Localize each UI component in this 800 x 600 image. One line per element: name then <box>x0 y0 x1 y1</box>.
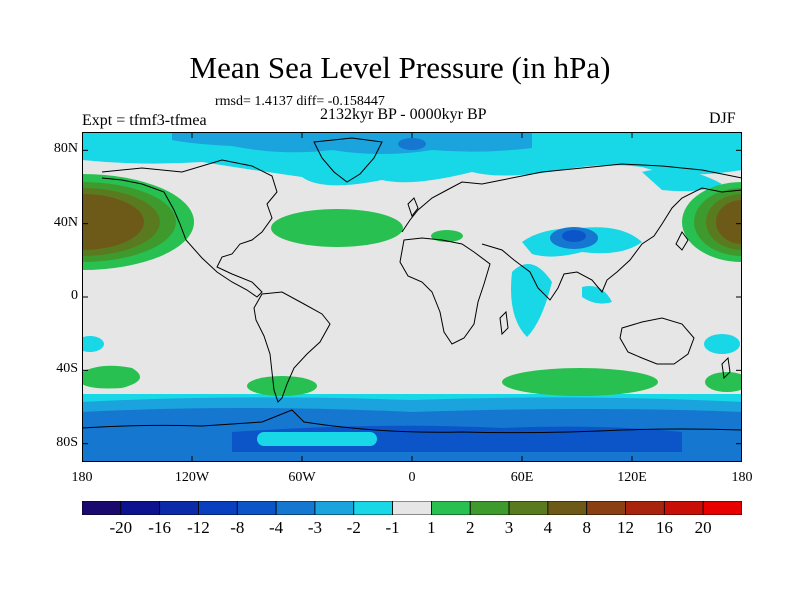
colorbar-label: 16 <box>655 518 673 537</box>
southern-ocean-low-anomaly <box>82 394 742 462</box>
lat-label: 80N <box>53 141 78 157</box>
colorbar-swatch <box>586 501 626 515</box>
colorbar-swatch <box>431 501 471 515</box>
colorbar-swatch <box>508 501 549 515</box>
colorbar-swatch <box>275 501 316 515</box>
lon-label: 120E <box>617 470 647 485</box>
lat-label: 40S <box>56 361 78 377</box>
coastlines <box>82 137 742 434</box>
colorbar-label: -2 <box>346 518 361 537</box>
lat-label: 40N <box>53 214 78 230</box>
antarctica-coast <box>82 409 742 434</box>
rmsd-stats: rmsd= 1.4137 diff= -0.158447 <box>215 94 385 109</box>
north-america-coast <box>101 159 278 298</box>
season-label: DJF <box>709 110 736 127</box>
colorbar-swatch <box>547 501 588 515</box>
colorbar-swatch <box>392 501 432 515</box>
colorbar-label: -4 <box>269 518 284 537</box>
lon-label: 0 <box>408 470 416 485</box>
lon-label: 120W <box>174 470 210 485</box>
colorbar-label: 1 <box>427 518 436 537</box>
colorbar-label: 8 <box>582 518 591 537</box>
lat-label: 80S <box>56 434 78 450</box>
colorbar-swatch <box>314 501 355 515</box>
africa-coast <box>399 237 491 345</box>
colorbar-label: -16 <box>148 518 171 537</box>
colorbar-swatch <box>625 501 665 515</box>
colorbar-label: 4 <box>543 518 553 537</box>
colorbar-swatch <box>198 501 238 515</box>
europe-coast <box>401 163 742 233</box>
colorbar-swatch <box>702 501 742 515</box>
page-title: Mean Sea Level Pressure (in hPa) <box>189 50 611 85</box>
colorbar-swatch <box>159 501 199 515</box>
colorbar-label: 20 <box>694 518 712 537</box>
japan-coast <box>675 231 689 251</box>
colorbar-swatch <box>236 501 277 515</box>
lon-label: 60E <box>510 470 534 485</box>
lon-label: 180 <box>71 470 93 485</box>
colorbar-label: -12 <box>187 518 210 537</box>
tibetan-low-anomaly <box>511 227 642 337</box>
colorbar-swatch <box>469 501 510 515</box>
asia-coast <box>481 187 742 301</box>
colorbar-label: -20 <box>109 518 133 537</box>
south-america-coast <box>253 291 331 403</box>
colorbar-swatch <box>663 501 704 515</box>
colorbar-label: -8 <box>230 518 245 537</box>
colorbar-swatch <box>82 501 122 515</box>
lon-label: 60W <box>288 470 316 485</box>
period-label: 2132kyr BP - 0000kyr BP <box>320 106 487 123</box>
north-pacific-high-anomaly <box>82 174 742 270</box>
colorbar-label: -3 <box>307 518 323 537</box>
colorbar <box>82 501 742 515</box>
colorbar-label: 2 <box>465 518 475 537</box>
madagascar-coast <box>499 310 509 336</box>
colorbar-label: 12 <box>617 518 635 537</box>
greenland-coast <box>313 137 383 183</box>
pressure-anomaly-map <box>82 132 742 462</box>
new-zealand-coast <box>721 356 731 380</box>
australia-coast <box>619 317 695 365</box>
colorbar-label: 3 <box>504 518 514 537</box>
uk-coast <box>407 197 419 218</box>
lon-label: 180 <box>731 470 753 485</box>
arctic-low-anomaly <box>82 132 742 192</box>
north-atlantic-high-anomaly <box>271 209 463 247</box>
lat-label: 0 <box>71 288 78 303</box>
map-ticks <box>82 132 742 462</box>
experiment-label: Expt = tfmf3-tfmea <box>82 112 207 129</box>
colorbar-swatch <box>353 501 393 515</box>
colorbar-label: -1 <box>385 518 400 537</box>
colorbar-swatch <box>120 501 161 515</box>
southern-high-anomalies <box>82 334 742 396</box>
